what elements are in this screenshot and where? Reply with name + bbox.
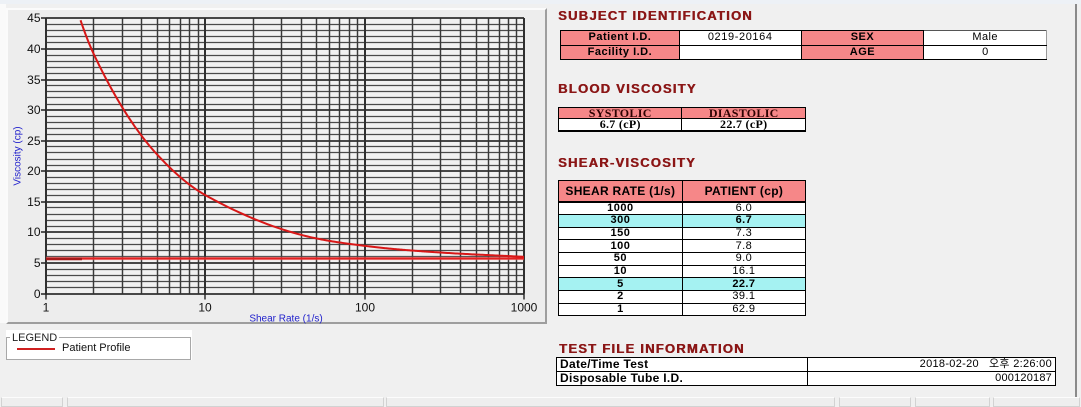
svg-text:10: 10 (198, 301, 212, 315)
svg-text:20: 20 (27, 164, 41, 178)
svg-text:Viscosity (cp): Viscosity (cp) (13, 126, 24, 185)
svg-text:1: 1 (43, 301, 50, 315)
svg-text:5: 5 (34, 256, 41, 270)
svg-text:45: 45 (27, 11, 41, 25)
svg-text:1000: 1000 (511, 301, 538, 315)
svg-text:100: 100 (355, 301, 375, 315)
svg-text:15: 15 (27, 195, 41, 209)
svg-text:Shear Rate (1/s): Shear Rate (1/s) (249, 314, 322, 325)
svg-text:10: 10 (27, 225, 41, 239)
svg-text:25: 25 (27, 134, 41, 148)
svg-text:30: 30 (27, 103, 41, 117)
svg-text:35: 35 (27, 73, 41, 87)
svg-text:0: 0 (34, 287, 41, 301)
svg-text:40: 40 (27, 42, 41, 56)
